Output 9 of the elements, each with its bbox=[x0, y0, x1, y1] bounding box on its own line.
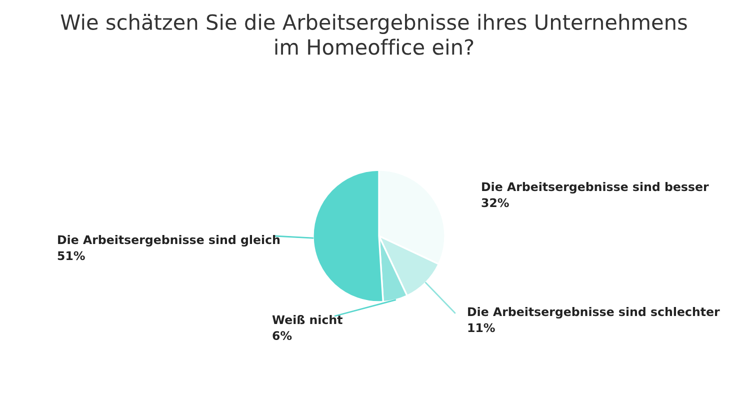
data-label: 11% bbox=[468, 323, 495, 332]
data-label: 51% bbox=[58, 251, 85, 260]
slice-label: Die Arbeitsergebnisse sind gleich bbox=[58, 235, 280, 247]
slice-label: Die Arbeitsergebnisse sind besser bbox=[482, 182, 709, 194]
chart-title: Wie schätzen Sie die Arbeitsergebnisse ihres Unternehmens im Homeoffice ein? bbox=[60, 14, 687, 55]
data-label: 6% bbox=[272, 331, 292, 340]
slice-label: Die Arbeitsergebnisse sind schlechter bbox=[468, 307, 720, 319]
data-label: 32% bbox=[482, 198, 509, 208]
slice-label: Weiß nicht bbox=[272, 315, 342, 324]
